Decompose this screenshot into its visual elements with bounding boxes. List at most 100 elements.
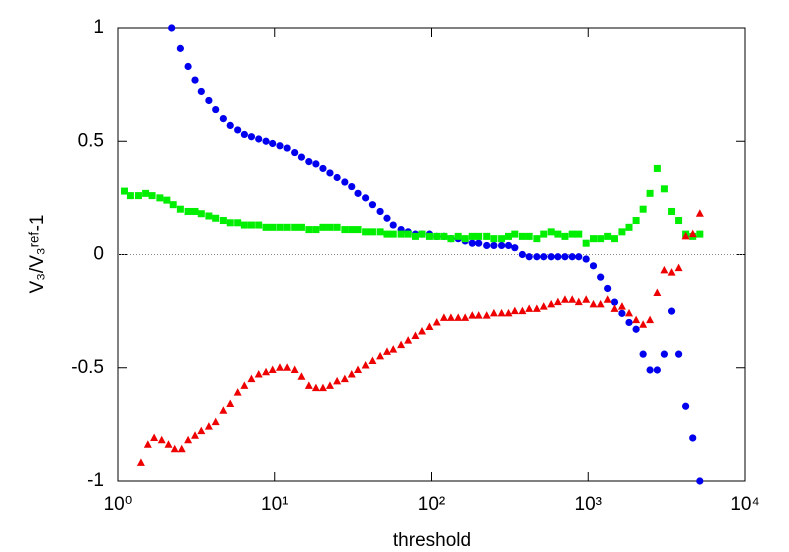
point	[376, 228, 384, 236]
point	[589, 235, 597, 243]
point	[610, 304, 619, 312]
point	[262, 137, 270, 145]
point	[197, 87, 205, 96]
point	[234, 219, 242, 227]
point	[667, 307, 676, 315]
y-tick-label: 0	[93, 244, 104, 265]
point	[389, 221, 397, 229]
point	[639, 205, 647, 213]
point	[474, 311, 483, 319]
point	[297, 372, 306, 380]
point	[533, 235, 541, 243]
point	[319, 164, 327, 173]
point	[341, 226, 349, 234]
x-tick-label: 10¹	[261, 494, 288, 515]
point	[148, 192, 156, 200]
point	[150, 433, 159, 441]
point	[134, 192, 142, 200]
point	[126, 192, 134, 200]
point	[219, 406, 228, 414]
point	[418, 230, 426, 238]
point	[618, 228, 626, 236]
point	[432, 317, 441, 326]
point	[483, 232, 491, 240]
point	[504, 241, 513, 250]
point	[305, 158, 313, 166]
point	[290, 365, 299, 374]
point	[554, 253, 562, 261]
point	[568, 253, 576, 261]
point	[283, 144, 291, 152]
point	[582, 255, 590, 263]
point	[404, 336, 413, 344]
point	[376, 351, 385, 360]
point	[596, 299, 605, 308]
point	[362, 228, 370, 236]
point	[164, 440, 173, 448]
point	[575, 253, 583, 261]
point	[389, 230, 397, 238]
point	[653, 366, 661, 374]
point	[561, 253, 569, 261]
point	[610, 298, 619, 306]
point	[177, 444, 186, 453]
point	[368, 356, 377, 364]
point	[646, 366, 654, 374]
point	[475, 239, 483, 247]
point	[348, 226, 356, 234]
point	[425, 232, 433, 240]
point	[163, 196, 171, 204]
point	[120, 187, 128, 195]
point	[675, 217, 683, 225]
point	[304, 381, 313, 389]
point	[525, 304, 534, 312]
point	[354, 226, 362, 234]
point	[497, 241, 506, 250]
point	[468, 232, 476, 240]
y-axis-label: V₃/V₃ʳᵉᶠ-1	[27, 215, 48, 294]
point	[681, 231, 690, 240]
point	[618, 309, 626, 317]
point	[604, 232, 612, 240]
point	[490, 241, 498, 250]
point	[447, 235, 455, 243]
point	[540, 230, 548, 238]
x-tick-label: 10³	[575, 494, 602, 515]
point	[362, 194, 370, 202]
point	[554, 230, 562, 238]
y-tick-label: 1	[93, 17, 104, 38]
point	[326, 169, 334, 177]
point	[361, 360, 370, 369]
point	[454, 313, 463, 321]
point	[688, 229, 697, 238]
point	[212, 214, 220, 222]
point	[219, 217, 227, 225]
point	[312, 160, 320, 168]
point	[333, 173, 341, 182]
point	[625, 318, 633, 327]
point	[319, 223, 327, 231]
point	[297, 153, 306, 161]
point	[269, 139, 277, 148]
point	[533, 253, 541, 261]
point	[197, 210, 205, 218]
point	[468, 311, 477, 319]
point	[176, 44, 184, 52]
point	[269, 223, 277, 231]
point	[547, 253, 555, 261]
point	[283, 223, 291, 231]
point	[433, 232, 441, 240]
point	[696, 477, 704, 485]
point	[603, 295, 612, 303]
point	[518, 232, 526, 240]
point	[475, 232, 483, 240]
point	[368, 201, 377, 209]
point	[439, 313, 448, 321]
point	[234, 126, 242, 134]
x-tick-label: 10⁰	[104, 494, 133, 515]
y-tick-label: -1	[87, 470, 104, 491]
point	[276, 223, 284, 231]
point	[510, 306, 519, 315]
